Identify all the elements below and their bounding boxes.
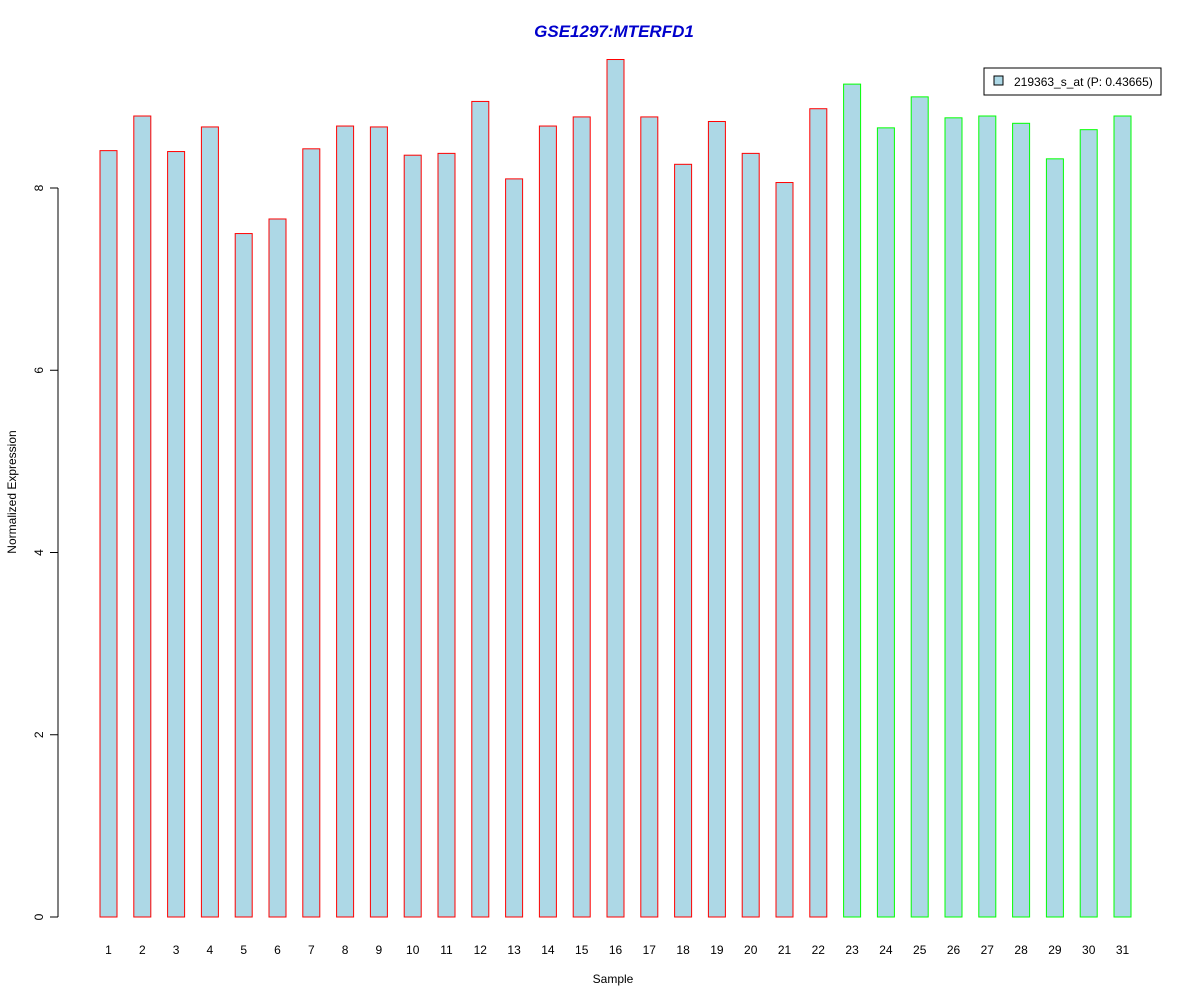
bar-sample-19 — [707, 120, 726, 918]
x-tick-label: 24 — [879, 943, 893, 957]
y-tick-label: 0 — [32, 913, 46, 920]
y-ticks: 0 2 4 6 8 — [32, 184, 58, 920]
bars-group — [99, 59, 1132, 918]
bar-sample-13 — [505, 178, 524, 918]
x-tick-label: 1 — [105, 943, 112, 957]
bar-sample-16 — [606, 59, 625, 918]
bar-sample-10 — [403, 154, 422, 918]
x-tick-label: 12 — [474, 943, 488, 957]
bar-sample-28 — [1012, 122, 1031, 918]
x-tick-label: 10 — [406, 943, 420, 957]
bar-sample-24 — [876, 127, 895, 918]
x-tick-label: 11 — [440, 943, 453, 957]
x-tick-label: 23 — [845, 943, 859, 957]
bar-sample-20 — [741, 152, 760, 918]
x-tick-label: 30 — [1082, 943, 1096, 957]
bar-sample-11 — [437, 152, 456, 918]
bar-sample-18 — [674, 163, 693, 918]
x-tick-label: 6 — [274, 943, 281, 957]
bar-sample-21 — [775, 182, 794, 918]
bar-sample-12 — [471, 100, 490, 918]
x-tick-label: 22 — [812, 943, 826, 957]
y-tick-label: 6 — [32, 367, 46, 374]
bar-sample-2 — [133, 115, 152, 918]
bar-sample-3 — [167, 151, 186, 918]
y-axis-title: Normalized Expression — [5, 430, 19, 553]
bar-sample-15 — [572, 116, 591, 918]
x-tick-label: 15 — [575, 943, 589, 957]
legend-label: 219363_s_at (P: 0.43665) — [1014, 75, 1153, 89]
x-tick-label: 8 — [342, 943, 349, 957]
chart-title: GSE1297:MTERFD1 — [534, 22, 694, 41]
legend: 219363_s_at (P: 0.43665) — [983, 67, 1162, 96]
x-tick-label: 25 — [913, 943, 927, 957]
bar-sample-30 — [1079, 129, 1098, 918]
x-tick-label: 2 — [139, 943, 146, 957]
x-tick-label: 29 — [1048, 943, 1062, 957]
y-tick-label: 2 — [32, 731, 46, 738]
bar-sample-27 — [978, 115, 997, 918]
bar-sample-22 — [809, 108, 828, 918]
x-tick-label: 4 — [207, 943, 214, 957]
bar-sample-5 — [234, 233, 253, 918]
x-tick-label: 3 — [173, 943, 180, 957]
x-tick-label: 17 — [643, 943, 657, 957]
bar-sample-7 — [302, 148, 321, 918]
bar-sample-17 — [640, 116, 659, 918]
bar-sample-23 — [843, 83, 862, 918]
bar-sample-1 — [99, 150, 118, 918]
y-tick-label: 4 — [32, 549, 46, 556]
x-tick-label: 7 — [308, 943, 315, 957]
bar-sample-4 — [200, 126, 219, 918]
bar-sample-9 — [369, 126, 388, 918]
x-tick-label: 28 — [1014, 943, 1028, 957]
x-tick-label: 20 — [744, 943, 758, 957]
y-axis: 0 2 4 6 8 — [32, 184, 59, 920]
bar-sample-26 — [944, 117, 963, 918]
x-tick-label: 21 — [778, 943, 792, 957]
x-tick-label: 14 — [541, 943, 555, 957]
bar-sample-31 — [1113, 115, 1132, 918]
bar-sample-25 — [910, 96, 929, 918]
x-tick-label: 16 — [609, 943, 623, 957]
x-tick-label: 31 — [1116, 943, 1130, 957]
x-tick-label: 19 — [710, 943, 724, 957]
x-tick-label: 18 — [676, 943, 690, 957]
x-axis-title: Sample — [593, 972, 634, 986]
x-tick-labels: 1 2 3 4 5 6 7 8 9 10 11 12 13 14 15 16 17 18 19 20 21 22 23 24 2… — [105, 943, 1129, 957]
bar-sample-8 — [336, 125, 355, 918]
x-tick-label: 27 — [981, 943, 995, 957]
bar-sample-29 — [1045, 158, 1064, 918]
x-tick-label: 9 — [376, 943, 383, 957]
y-tick-label: 8 — [32, 184, 46, 191]
x-tick-label: 13 — [507, 943, 521, 957]
legend-box — [983, 67, 1162, 96]
bar-sample-14 — [538, 125, 557, 918]
x-tick-label: 5 — [240, 943, 247, 957]
x-tick-label: 26 — [947, 943, 961, 957]
bar-sample-6 — [268, 218, 287, 918]
legend-swatch — [993, 75, 1004, 86]
